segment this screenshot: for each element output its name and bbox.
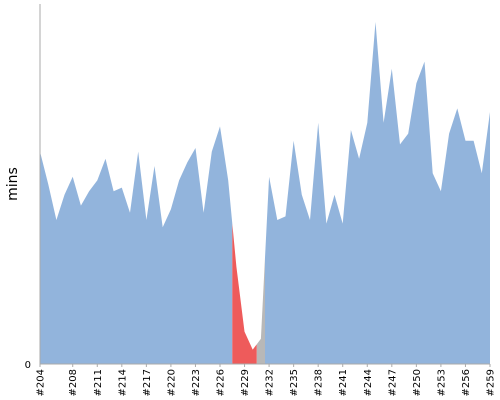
aborted-area — [256, 257, 265, 364]
x-tick-label: #211 — [93, 369, 104, 396]
x-tick-labels: #204 #208 #211 #214 #217 #220 #223 #226 #229 #232… — [36, 364, 497, 396]
x-tick-label: #223 — [191, 369, 202, 396]
success-area — [265, 22, 490, 364]
x-tick-label: #244 — [363, 369, 374, 396]
x-tick-label: #256 — [461, 369, 472, 396]
x-tick-label: #229 — [240, 369, 251, 396]
x-tick-label: #204 — [36, 369, 47, 396]
x-tick-label: #235 — [289, 369, 300, 396]
x-tick-label: #226 — [216, 369, 227, 396]
x-tick-label: #232 — [265, 369, 276, 396]
x-tick-label: #220 — [166, 369, 177, 396]
x-tick-label: #238 — [314, 369, 325, 396]
success-area — [40, 126, 233, 365]
x-tick-label: #253 — [436, 369, 447, 396]
failed-area — [232, 223, 257, 364]
x-tick-label: #250 — [412, 369, 423, 396]
x-tick-label: #241 — [338, 369, 349, 396]
x-tick-label: #214 — [117, 369, 128, 396]
x-tick-label: #247 — [387, 369, 398, 396]
x-tick-label: #208 — [68, 369, 79, 396]
series-areas — [40, 22, 490, 365]
x-tick-label: #259 — [486, 369, 497, 396]
y-axis-label: mins — [5, 167, 21, 201]
x-tick-label: #217 — [142, 369, 153, 396]
y-tick-label: 0 — [25, 360, 31, 371]
